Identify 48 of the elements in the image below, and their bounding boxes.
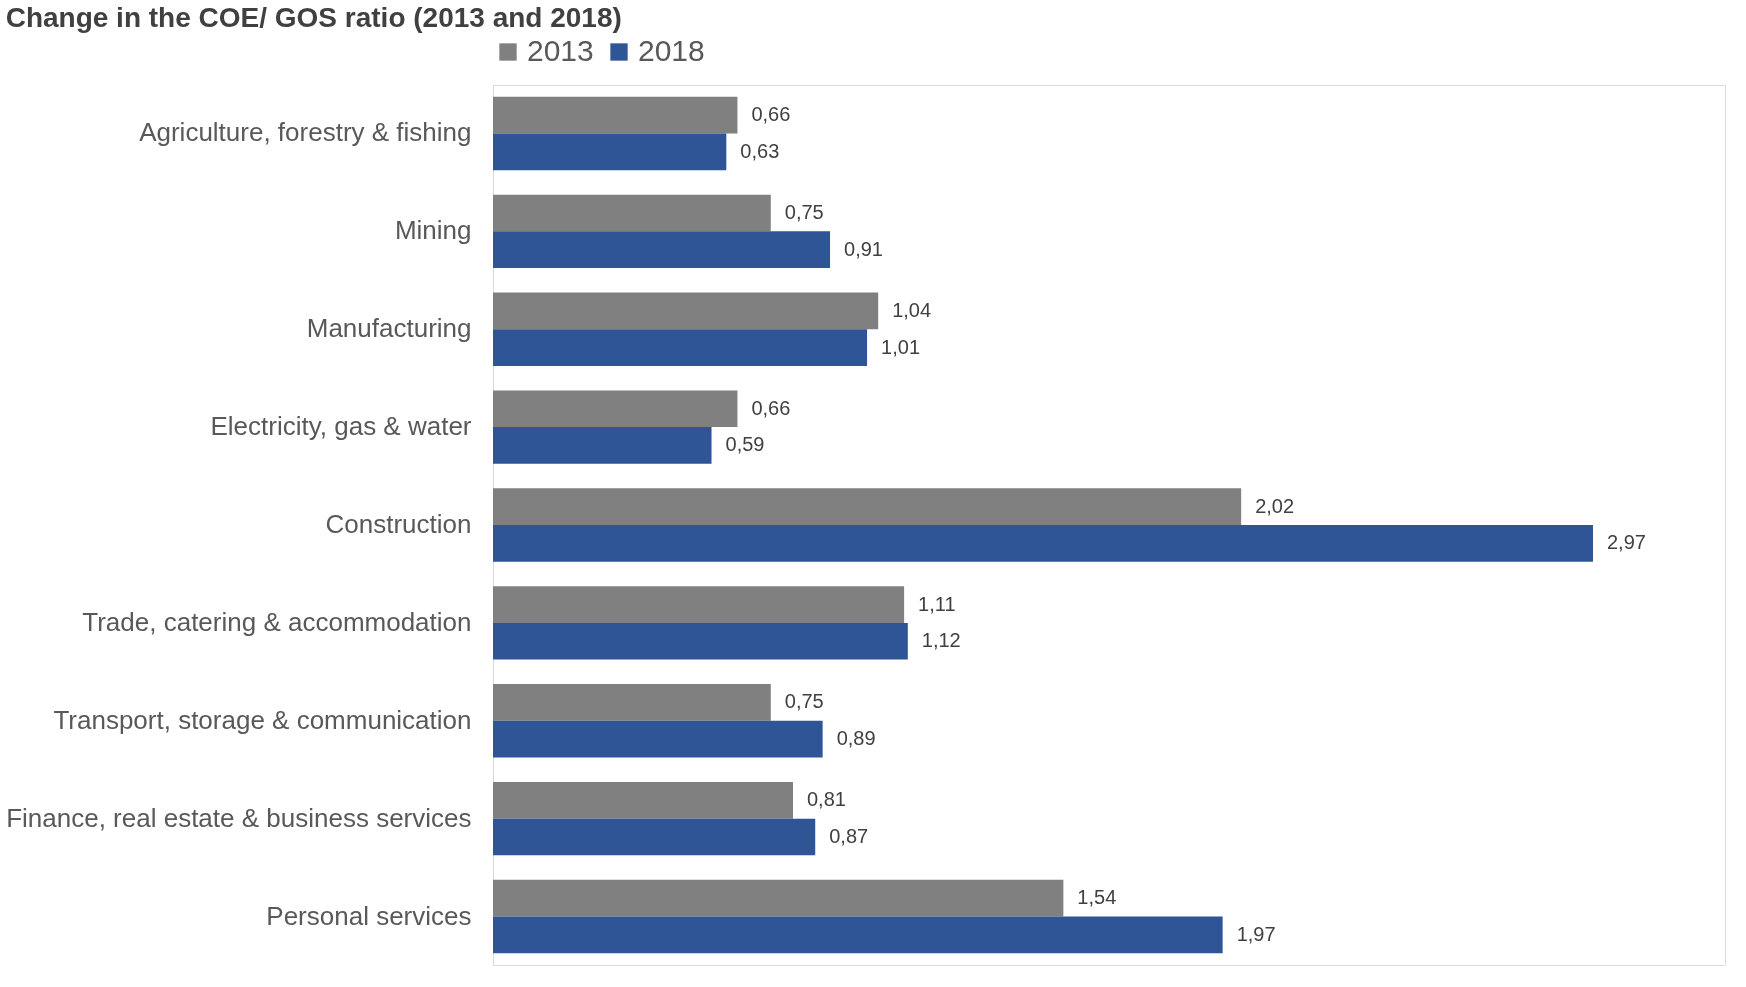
data-label: 0,81	[807, 788, 846, 811]
bar	[493, 916, 1223, 954]
bar	[493, 818, 816, 856]
data-label: 0,87	[829, 825, 869, 848]
data-label: 0,91	[844, 237, 883, 260]
data-label: 0,89	[836, 727, 876, 750]
bar	[493, 622, 908, 660]
y-tick-label: Transport, storage & communication	[53, 704, 472, 735]
bar	[493, 231, 831, 269]
legend-label: 2018	[638, 34, 705, 67]
data-label: 1,01	[881, 335, 921, 358]
bar	[493, 684, 771, 721]
y-tick-label: Construction	[325, 509, 472, 539]
data-label: 0,59	[725, 433, 765, 456]
bar	[493, 133, 727, 171]
legend-label: 2013	[527, 34, 594, 67]
chart-title: Change in the COE/ GOS ratio (2013 and 2018)	[5, 2, 622, 33]
y-tick-label: Personal services	[266, 900, 472, 931]
bar	[493, 329, 868, 366]
data-label: 1,54	[1077, 886, 1117, 909]
bar	[493, 879, 1064, 917]
y-tick-label: Manufacturing	[306, 313, 472, 344]
bar	[493, 488, 1242, 525]
bar	[493, 292, 879, 330]
bar	[493, 96, 738, 134]
bar	[493, 390, 738, 428]
y-tick-label: Trade, catering & accommodation	[82, 606, 472, 637]
data-label: 1,97	[1236, 922, 1276, 945]
data-label: 0,75	[784, 690, 824, 713]
bar	[493, 586, 905, 623]
data-label: 1,04	[892, 298, 932, 321]
y-tick-label: Electricity, gas & water	[210, 411, 472, 442]
bar	[493, 525, 1593, 562]
data-label: 0,66	[751, 103, 791, 126]
data-label: 0,66	[751, 396, 791, 419]
y-tick-label: Agriculture, forestry & fishing	[139, 117, 472, 148]
data-label: 2,02	[1255, 494, 1295, 517]
y-tick-label: Mining	[394, 215, 472, 246]
bar	[493, 781, 793, 819]
data-label: 1,12	[921, 629, 961, 652]
bar	[493, 720, 823, 758]
data-label: 0,63	[740, 139, 780, 162]
bar	[493, 427, 712, 464]
data-label: 2,97	[1607, 531, 1646, 554]
data-label: 1,11	[918, 592, 956, 615]
data-label: 0,75	[784, 200, 824, 223]
bar	[493, 194, 771, 232]
y-tick-label: Finance, real estate & business services	[6, 802, 472, 833]
